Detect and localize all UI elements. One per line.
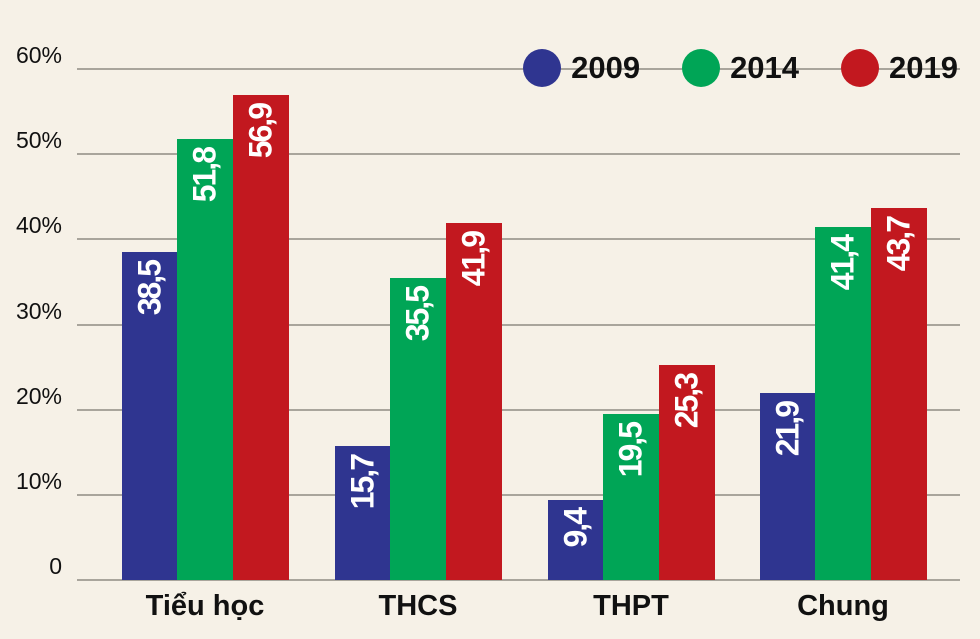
bar-value-label: 41,9 — [455, 232, 492, 287]
y-axis-tick-label: 60% — [15, 42, 62, 68]
x-axis-category-label: THCS — [378, 590, 458, 622]
y-axis-tick-label: 30% — [15, 298, 62, 324]
legend-label: 2009 — [571, 50, 641, 85]
legend-item-2019: 2019 — [841, 49, 958, 87]
bar-2009-3: 9,4 — [548, 500, 604, 580]
bar-value-label: 19,5 — [612, 423, 649, 478]
x-axis-category-label: Chung — [797, 590, 889, 622]
gridline-60% — [77, 68, 960, 70]
legend-label: 2014 — [730, 50, 800, 85]
y-axis-tick-label: 0 — [49, 553, 62, 579]
legend-item-2014: 2014 — [682, 49, 799, 87]
bar-value-label: 9,4 — [557, 509, 594, 548]
bar-2019-2: 41,9 — [446, 223, 502, 580]
legend-label: 2019 — [889, 50, 958, 85]
bar-2014-4: 41,4 — [815, 227, 871, 580]
bar-value-label: 56,9 — [242, 104, 279, 159]
bar-value-label: 51,8 — [186, 148, 223, 203]
legend-dot-icon — [841, 49, 880, 87]
bar-value-label: 15,7 — [344, 455, 381, 510]
bar-value-label: 25,3 — [668, 374, 705, 429]
bar-2014-1: 51,8 — [177, 139, 233, 580]
bar-value-label: 21,9 — [769, 402, 806, 457]
legend: 2009 2014 2019 — [523, 49, 958, 87]
gridline-20% — [77, 409, 960, 411]
bar-value-label: 35,5 — [399, 287, 436, 342]
x-axis-category-label: THPT — [593, 590, 669, 622]
bar-2009-2: 15,7 — [335, 446, 391, 580]
bar-2019-1: 56,9 — [233, 95, 289, 580]
y-axis-tick-label: 40% — [15, 212, 62, 238]
gridline-40% — [77, 238, 960, 240]
gridline-50% — [77, 153, 960, 155]
gridline-30% — [77, 324, 960, 326]
legend-item-2009: 2009 — [523, 49, 640, 87]
bar-2009-1: 38,5 — [122, 252, 178, 580]
y-axis-tick-label: 50% — [15, 127, 62, 153]
gridline-0 — [77, 579, 960, 581]
bar-value-label: 43,7 — [880, 217, 917, 272]
legend-dot-icon — [523, 49, 562, 87]
bar-2014-3: 19,5 — [603, 414, 659, 580]
bar-value-label: 38,5 — [131, 261, 168, 316]
bar-value-label: 41,4 — [824, 236, 861, 291]
gridline-10% — [77, 494, 960, 496]
legend-dot-icon — [682, 49, 721, 87]
x-axis-category-label: Tiểu học — [145, 590, 265, 622]
y-axis-tick-label: 10% — [15, 468, 62, 494]
bar-2019-4: 43,7 — [871, 208, 927, 580]
bar-2009-4: 21,9 — [760, 393, 816, 580]
y-axis-tick-label: 20% — [15, 383, 62, 409]
bar-2014-2: 35,5 — [390, 278, 446, 580]
bar-2019-3: 25,3 — [659, 365, 715, 580]
